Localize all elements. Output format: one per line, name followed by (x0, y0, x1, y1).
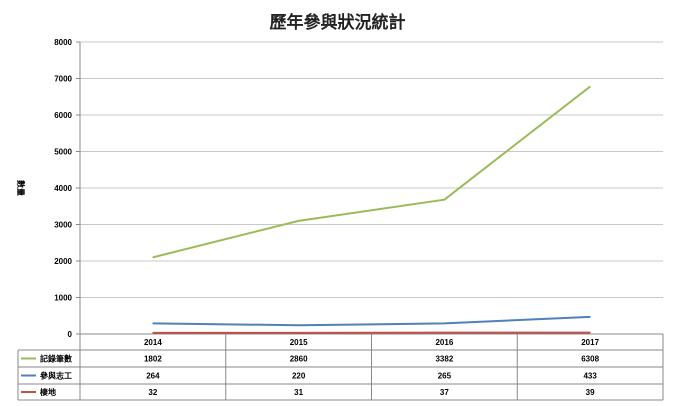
data-table: 2014 2015 2016 2017 記錄筆數 1802 2860 3382 6308 參與志工… (17, 334, 664, 401)
data-label: 264 (146, 372, 160, 381)
data-point (443, 199, 445, 201)
y-tick-label: 2000 (54, 257, 72, 266)
legend-label: 記錄筆數 (40, 354, 72, 364)
data-point (298, 324, 300, 326)
chart-title: 歷年參與狀況統計 (269, 13, 406, 33)
data-point (589, 331, 591, 334)
data-label: 6308 (581, 355, 599, 364)
data-label: 2860 (290, 355, 308, 364)
y-tick-label: 4000 (54, 184, 72, 193)
data-point (443, 332, 445, 334)
gridlines (76, 41, 663, 335)
data-point (589, 316, 591, 318)
series-lines (152, 85, 591, 334)
data-label: 433 (583, 372, 597, 381)
x-tick-label: 2017 (581, 338, 599, 347)
data-point (152, 322, 154, 325)
y-tick-label: 0 (68, 330, 73, 339)
y-tick-label: 1000 (54, 294, 72, 303)
data-label: 32 (148, 388, 157, 397)
y-axis-label: 數量 (16, 180, 26, 196)
y-tick-label: 8000 (54, 38, 72, 47)
y-tick-label: 3000 (54, 221, 72, 230)
data-label: 220 (292, 372, 306, 381)
data-label: 3382 (435, 355, 453, 364)
data-label: 31 (294, 388, 303, 397)
data-point (298, 332, 300, 334)
y-tick-label: 7000 (54, 75, 72, 84)
data-label: 265 (438, 372, 452, 381)
data-point (152, 256, 154, 258)
x-tick-label: 2016 (435, 338, 453, 347)
series-line (152, 315, 591, 327)
data-label: 39 (586, 388, 595, 397)
x-tick-label: 2015 (290, 338, 308, 347)
x-tick-label: 2014 (144, 338, 162, 347)
legend-label: 參與志工 (40, 371, 72, 381)
data-point (589, 85, 591, 88)
y-tick-label: 6000 (54, 111, 72, 120)
y-axis-ticks: 0 1000 2000 3000 4000 5000 6000 7000 8000 (54, 38, 72, 339)
data-label: 1802 (144, 355, 162, 364)
y-tick-label: 5000 (54, 148, 72, 157)
legend-label: 棲地 (40, 387, 56, 397)
data-point (152, 332, 154, 334)
data-label: 37 (440, 388, 449, 397)
data-point (443, 322, 445, 325)
data-point (298, 220, 300, 222)
series-line (152, 85, 591, 259)
